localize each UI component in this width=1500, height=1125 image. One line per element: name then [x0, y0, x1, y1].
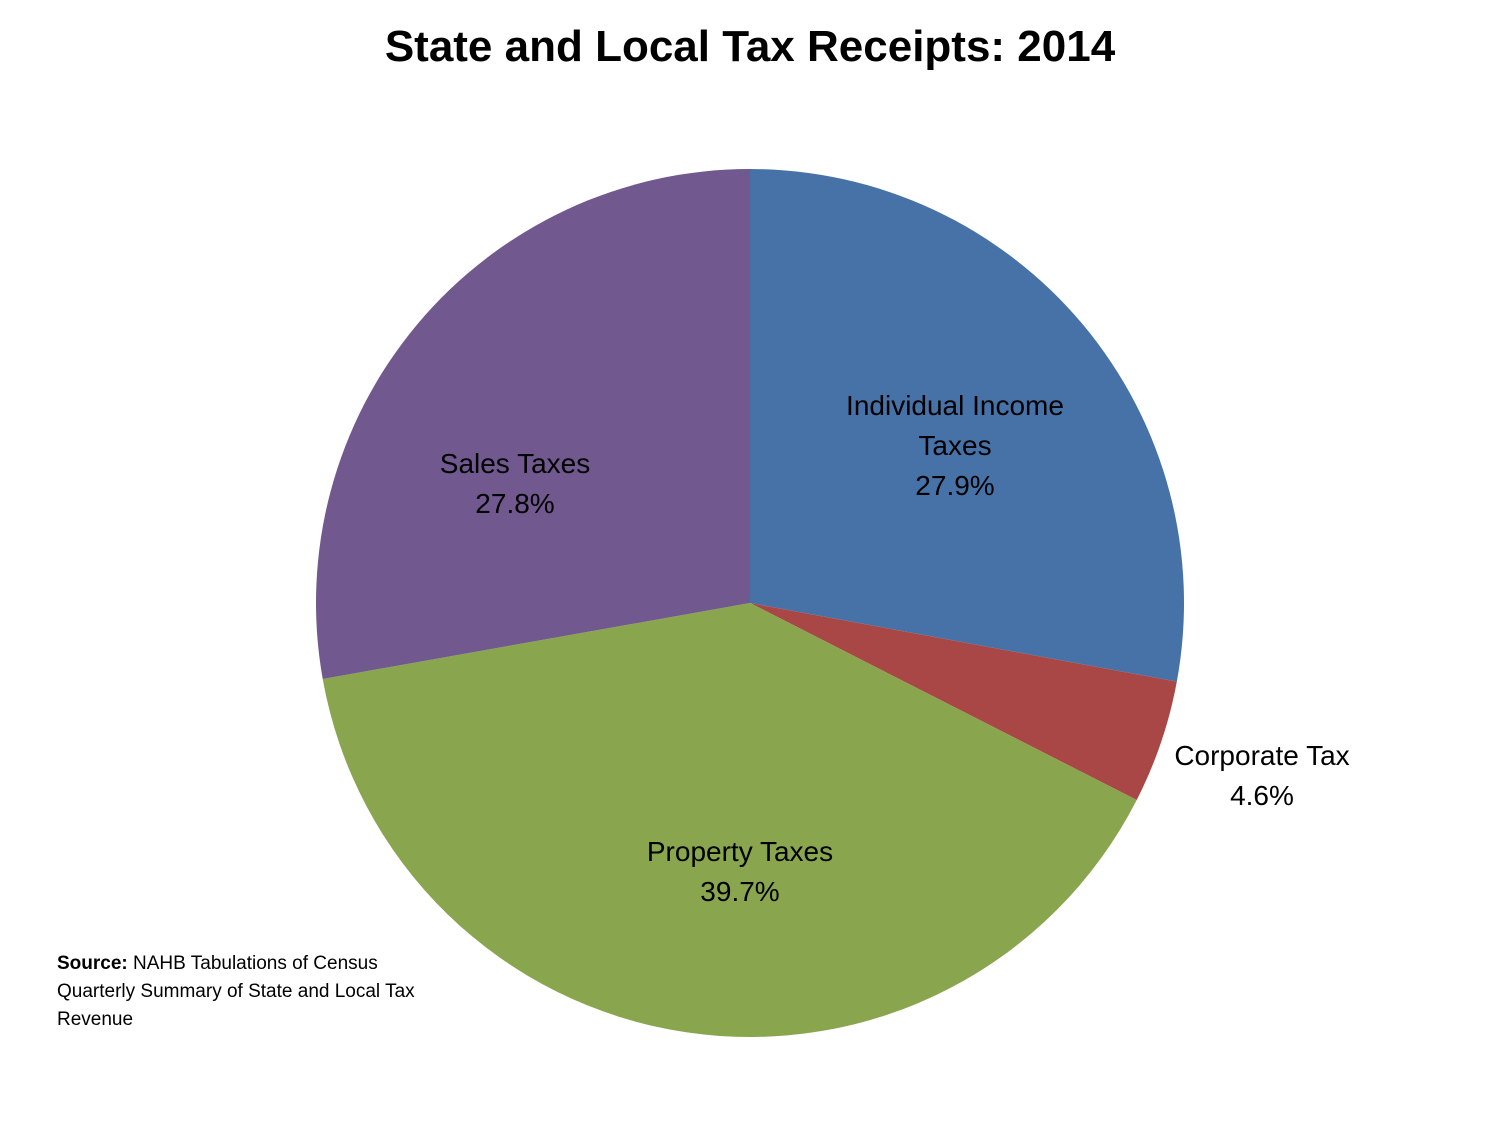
- slice-name-label: Individual Income: [846, 390, 1064, 421]
- slice-name-label: Property Taxes: [647, 836, 833, 867]
- slice-value-label: 4.6%: [1230, 780, 1294, 811]
- chart-title: State and Local Tax Receipts: 2014: [384, 22, 1116, 71]
- pie-labels: Individual Income Taxes 27.9% Corporate Tax…: [440, 390, 1350, 907]
- slice-value-label: 27.9%: [915, 470, 994, 501]
- slice-value-label: 27.8%: [475, 488, 554, 519]
- slice-name-label: Corporate Tax: [1174, 740, 1349, 771]
- slice-label-corporate-tax: Corporate Tax 4.6%: [1174, 740, 1349, 811]
- pie-slices: [316, 169, 1185, 1038]
- source-text: NAHB Tabulations of Census Quarterly Sum…: [57, 953, 415, 1030]
- slice-label-property-taxes: Property Taxes 39.7%: [647, 836, 833, 907]
- source-label: Source:: [57, 953, 128, 974]
- pie-slice-corporate-tax: [750, 603, 1177, 801]
- slice-name-label: Taxes: [918, 430, 991, 461]
- slice-label-individual-income-taxes: Individual Income Taxes 27.9%: [846, 390, 1064, 501]
- slice-label-sales-taxes: Sales Taxes 27.8%: [440, 448, 590, 519]
- pie-slice-property-taxes: [322, 603, 1137, 1038]
- pie-slice-individual-income-taxes: [750, 169, 1185, 682]
- slice-name-label: Sales Taxes: [440, 448, 590, 479]
- slice-value-label: 39.7%: [700, 876, 779, 907]
- pie-slice-sales-taxes: [316, 169, 750, 679]
- source-note: Source: NAHB Tabulations of Census Quart…: [57, 950, 437, 1034]
